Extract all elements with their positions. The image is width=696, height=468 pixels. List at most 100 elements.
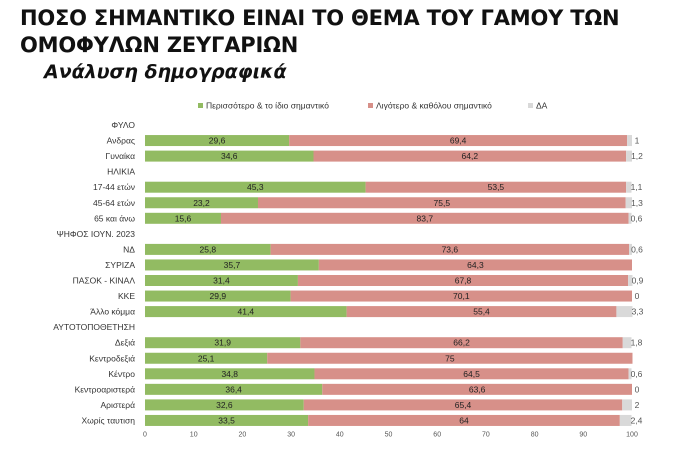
data-label: 53,5 xyxy=(488,182,505,192)
data-label: 67,8 xyxy=(455,276,472,286)
bar-segment xyxy=(619,414,632,426)
bar-segment xyxy=(625,197,632,209)
data-label: 1,3 xyxy=(631,198,643,208)
category-label: 17-44 ετών xyxy=(93,182,135,192)
legend-label: Λιγότερο & καθόλου σημαντικό xyxy=(376,101,492,111)
x-tick-label: 60 xyxy=(433,431,441,438)
bar-segment xyxy=(290,290,632,302)
bar-segment xyxy=(303,399,623,411)
bar-segment xyxy=(626,150,632,162)
x-tick-label: 100 xyxy=(626,431,638,438)
data-label: 25,8 xyxy=(200,244,217,254)
bar-segment xyxy=(145,290,291,302)
bar-segment xyxy=(308,414,620,426)
data-label: 1,2 xyxy=(631,151,643,161)
bar-segment xyxy=(145,259,319,271)
x-tick-label: 20 xyxy=(239,431,247,438)
data-label: 2 xyxy=(635,400,640,410)
category-label: Γυναίκα xyxy=(106,151,136,161)
category-label: 65 και άνω xyxy=(94,213,135,223)
category-label: Ανδρας xyxy=(107,136,135,146)
data-label: 23,2 xyxy=(193,198,210,208)
bar-segment xyxy=(145,306,347,318)
chart-title-line1: ΠΟΣΟ ΣΗΜΑΝΤΙΚΟ ΕΙΝΑΙ ΤΟ ΘΕΜΑ ΤΟΥ ΓΑΜΟΥ Τ… xyxy=(20,6,620,30)
bar-segment xyxy=(616,306,633,318)
category-label: 45-64 ετών xyxy=(93,198,135,208)
data-label: 0,6 xyxy=(631,369,643,379)
bar-segment xyxy=(628,368,632,380)
x-tick-label: 70 xyxy=(482,431,490,438)
category-label: Κεντροδεξιά xyxy=(89,353,135,363)
category-label: ΝΔ xyxy=(123,244,135,254)
category-label: ΣΥΡΙΖΑ xyxy=(105,260,135,270)
bar-segment xyxy=(626,181,632,193)
bar-segment xyxy=(297,275,629,286)
x-tick-label: 80 xyxy=(531,431,539,438)
bar-segment xyxy=(145,135,290,147)
bar-segment xyxy=(270,243,630,255)
bar-segment xyxy=(145,212,221,224)
category-label: ΚΚΕ xyxy=(118,291,135,301)
category-label: Αριστερά xyxy=(100,400,135,410)
category-label: Κέντρο xyxy=(108,369,135,379)
bar-segment xyxy=(220,212,629,224)
bar-segment xyxy=(365,181,627,193)
bar-segment xyxy=(145,243,271,255)
legend-swatch xyxy=(368,103,373,108)
legend-swatch xyxy=(198,103,203,108)
data-label: 33,5 xyxy=(218,415,235,425)
chart-title-line2: ΟΜΟΦΥΛΩΝ ΖΕΥΓΑΡΙΩΝ xyxy=(20,33,299,57)
data-label: 64,3 xyxy=(467,260,484,270)
data-label: 31,4 xyxy=(213,276,230,286)
data-label: 66,2 xyxy=(453,338,470,348)
data-label: 64 xyxy=(459,415,469,425)
data-label: 2,4 xyxy=(631,415,643,425)
data-label: 70,1 xyxy=(453,291,470,301)
bar-segment xyxy=(257,197,626,209)
data-label: 64,5 xyxy=(463,369,480,379)
bar-segment xyxy=(289,135,628,147)
data-label: 15,6 xyxy=(175,213,192,223)
data-label: 1,8 xyxy=(631,338,643,348)
legend-label: ΔΑ xyxy=(536,101,548,111)
chart-subtitle: Ανάλυση δημογραφικά xyxy=(44,61,287,83)
bar-segment xyxy=(622,337,632,349)
group-header-label: ΦΥΛΟ xyxy=(111,120,135,130)
data-label: 75,5 xyxy=(434,198,451,208)
bar-segment xyxy=(629,243,632,255)
bar-segment xyxy=(267,352,633,364)
data-label: 69,4 xyxy=(450,136,467,146)
category-label: Χωρίς ταυτιση xyxy=(81,415,135,425)
bar-segment xyxy=(300,337,623,349)
bar-segment xyxy=(622,399,632,411)
bar-segment xyxy=(318,259,632,271)
bar-segment xyxy=(628,275,633,286)
data-label: 25,1 xyxy=(198,353,215,363)
data-label: 64,2 xyxy=(462,151,479,161)
legend-swatch xyxy=(528,103,533,108)
data-label: 0 xyxy=(635,291,640,301)
bar-segment xyxy=(145,150,314,162)
data-label: 29,6 xyxy=(209,136,226,146)
data-label: 1,1 xyxy=(631,182,643,192)
data-label: 34,6 xyxy=(221,151,238,161)
data-label: 0,9 xyxy=(632,276,644,286)
bar-segment xyxy=(145,181,366,193)
data-label: 3,3 xyxy=(632,307,644,317)
data-label: 0,6 xyxy=(631,244,643,254)
bar-segment xyxy=(322,383,632,395)
group-header-label: ΨΗΦΟΣ ΙΟΥΝ. 2023 xyxy=(57,229,136,239)
bar-segment xyxy=(313,150,627,162)
data-label: 36,4 xyxy=(225,384,242,394)
bar-segment xyxy=(628,212,632,224)
data-label: 75 xyxy=(445,353,455,363)
data-label: 29,9 xyxy=(210,291,227,301)
bar-segment xyxy=(145,197,258,209)
data-label: 41,4 xyxy=(238,307,255,317)
bar-segment xyxy=(145,399,304,411)
data-label: 83,7 xyxy=(417,213,434,223)
x-tick-label: 40 xyxy=(336,431,344,438)
category-label: Δεξιά xyxy=(115,338,135,348)
data-label: 34,8 xyxy=(221,369,238,379)
